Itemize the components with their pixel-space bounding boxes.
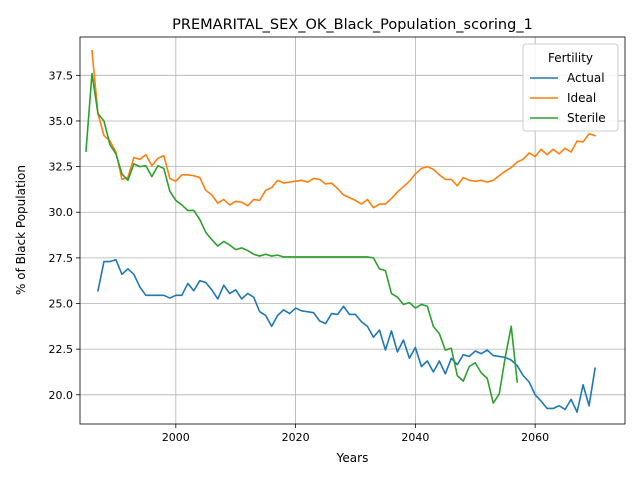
x-tick-label: 2020 (282, 431, 310, 444)
chart-title: PREMARITAL_SEX_OK_Black_Population_scori… (172, 17, 533, 33)
legend: Fertility Actual Ideal Sterile (523, 44, 618, 131)
y-tick-label: 20.0 (49, 389, 74, 402)
x-tick-label: 2060 (521, 431, 549, 444)
y-tick-label: 35.0 (49, 115, 74, 128)
x-tick-label: 2000 (162, 431, 190, 444)
legend-label-sterile: Sterile (567, 111, 606, 125)
y-tick-label: 22.5 (49, 343, 74, 356)
y-tick-label: 25.0 (49, 298, 74, 311)
legend-label-actual: Actual (567, 71, 605, 85)
legend-title: Fertility (548, 51, 593, 65)
y-tick-label: 27.5 (49, 252, 74, 265)
y-tick-label: 30.0 (49, 206, 74, 219)
y-tick-label: 37.5 (49, 69, 74, 82)
x-tick-label: 2040 (401, 431, 429, 444)
legend-label-ideal: Ideal (567, 91, 596, 105)
y-tick-label: 32.5 (49, 161, 74, 174)
x-axis-label: Years (336, 451, 369, 465)
y-axis-label: % of Black Population (14, 165, 28, 295)
